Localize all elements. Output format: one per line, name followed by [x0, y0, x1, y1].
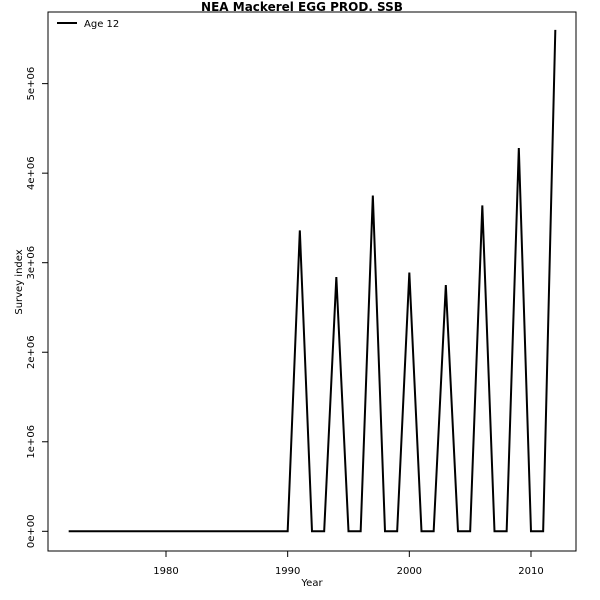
y-axis: 0e+00 1e+06 2e+06 3e+06 4e+06 5e+06: [26, 67, 48, 548]
plot-frame: [47, 11, 577, 552]
x-axis-label: Year: [300, 578, 323, 589]
y-tick-label: 5e+06: [26, 67, 37, 101]
y-axis-label: Survey index: [14, 249, 25, 314]
legend: Age 12: [57, 19, 119, 30]
x-tick-label: 2010: [518, 566, 543, 577]
x-tick-label: 1990: [275, 566, 300, 577]
x-tick-label: 2000: [397, 566, 422, 577]
y-tick-label: 4e+06: [26, 156, 37, 190]
y-tick-label: 1e+06: [26, 425, 37, 459]
y-tick-label: 2e+06: [26, 335, 37, 369]
y-tick-label: 3e+06: [26, 246, 37, 280]
y-tick-label: 0e+00: [26, 514, 37, 548]
series-layer: [68, 29, 557, 533]
series-line-age-12: [68, 29, 557, 533]
legend-entry: Age 12: [84, 19, 119, 30]
x-axis: 1980 1990 2000 2010: [153, 551, 544, 577]
chart-title: NEA Mackerel EGG PROD. SSB: [201, 0, 403, 14]
x-tick-label: 1980: [153, 566, 178, 577]
